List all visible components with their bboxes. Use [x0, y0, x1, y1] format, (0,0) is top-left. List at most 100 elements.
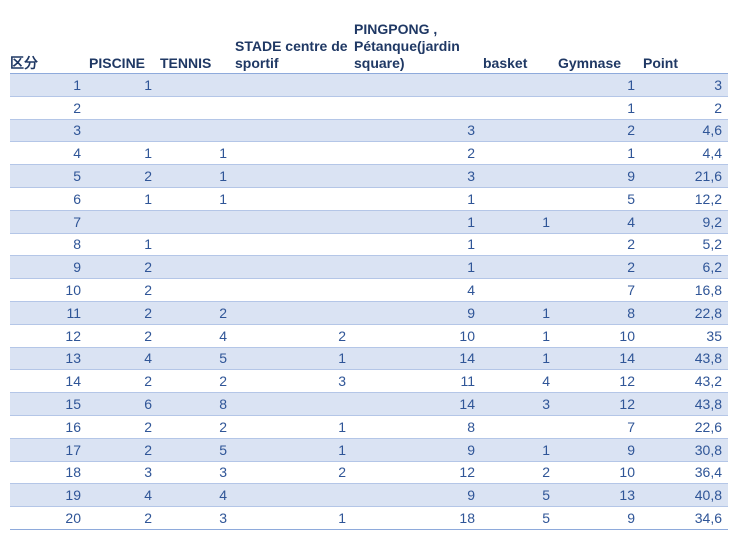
header-district: 区分	[10, 2, 87, 74]
table-row: 14 2 2 3 11 4 12 43,2	[10, 369, 728, 394]
tennis-cell	[158, 255, 233, 280]
piscine-cell: 2	[87, 301, 158, 325]
gymnase-cell: 14	[556, 347, 641, 371]
pingpong-petanque-cell: 4	[352, 278, 481, 302]
gymnase-cell: 4	[556, 210, 641, 234]
table-row: 12 2 4 2 10 1 10 35	[10, 324, 728, 348]
tennis-cell: 3	[158, 506, 233, 530]
basket-cell: 5	[481, 506, 556, 530]
facilities-points-table: 区分 PISCINE TENNIS STADE centre de sporti…	[10, 2, 728, 530]
stade-cell: 2	[233, 461, 352, 485]
gymnase-cell: 7	[556, 415, 641, 439]
point-cell: 35	[641, 324, 728, 348]
basket-cell: 1	[481, 210, 556, 234]
district-cell: 10	[10, 278, 87, 302]
point-cell: 30,8	[641, 438, 728, 462]
pingpong-petanque-cell: 1	[352, 187, 481, 211]
basket-cell: 1	[481, 438, 556, 462]
piscine-cell: 1	[87, 141, 158, 166]
tennis-cell	[158, 73, 233, 97]
piscine-cell: 2	[87, 255, 158, 280]
gymnase-cell: 5	[556, 187, 641, 211]
tennis-cell: 2	[158, 369, 233, 394]
table-row: 5 2 1 3 9 21,6	[10, 164, 728, 188]
table-row: 16 2 2 1 8 7 22,6	[10, 415, 728, 439]
basket-cell	[481, 119, 556, 143]
district-cell: 15	[10, 392, 87, 416]
pingpong-petanque-cell: 12	[352, 461, 481, 485]
district-cell: 6	[10, 187, 87, 211]
tennis-cell: 3	[158, 461, 233, 485]
stade-cell	[233, 483, 352, 508]
gymnase-cell: 10	[556, 461, 641, 485]
stade-cell	[233, 255, 352, 280]
basket-cell	[481, 164, 556, 188]
header-tennis: TENNIS	[158, 2, 233, 74]
tennis-cell	[158, 119, 233, 143]
table-row: 18 3 3 2 12 2 10 36,4	[10, 461, 728, 485]
point-cell: 4,4	[641, 141, 728, 166]
pingpong-petanque-cell: 9	[352, 301, 481, 325]
point-cell: 22,8	[641, 301, 728, 325]
stade-cell	[233, 96, 352, 120]
basket-cell	[481, 73, 556, 97]
basket-cell: 1	[481, 324, 556, 348]
gymnase-cell: 8	[556, 301, 641, 325]
tennis-cell: 4	[158, 324, 233, 348]
district-cell: 20	[10, 506, 87, 530]
piscine-cell: 2	[87, 324, 158, 348]
district-cell: 19	[10, 483, 87, 508]
stade-cell	[233, 187, 352, 211]
gymnase-cell: 2	[556, 233, 641, 257]
pingpong-petanque-cell: 3	[352, 164, 481, 188]
pingpong-petanque-cell: 14	[352, 392, 481, 416]
point-cell: 6,2	[641, 255, 728, 280]
stade-cell	[233, 301, 352, 325]
tennis-cell: 1	[158, 141, 233, 166]
header-basket: basket	[481, 2, 556, 74]
stade-cell	[233, 392, 352, 416]
basket-cell: 3	[481, 392, 556, 416]
tennis-cell	[158, 278, 233, 302]
point-cell: 16,8	[641, 278, 728, 302]
stade-cell: 1	[233, 506, 352, 530]
basket-cell: 1	[481, 347, 556, 371]
basket-cell	[481, 233, 556, 257]
pingpong-petanque-cell: 18	[352, 506, 481, 530]
table-row: 10 2 4 7 16,8	[10, 278, 728, 302]
piscine-cell	[87, 210, 158, 234]
table-row: 8 1 1 2 5,2	[10, 233, 728, 257]
tennis-cell: 4	[158, 483, 233, 508]
point-cell: 22,6	[641, 415, 728, 439]
district-cell: 3	[10, 119, 87, 143]
district-cell: 4	[10, 141, 87, 166]
gymnase-cell: 9	[556, 164, 641, 188]
basket-cell: 1	[481, 301, 556, 325]
tennis-cell: 8	[158, 392, 233, 416]
stade-cell	[233, 73, 352, 97]
pingpong-petanque-cell: 1	[352, 233, 481, 257]
district-cell: 7	[10, 210, 87, 234]
basket-cell	[481, 96, 556, 120]
table-row: 17 2 5 1 9 1 9 30,8	[10, 438, 728, 462]
tennis-cell: 1	[158, 187, 233, 211]
point-cell: 3	[641, 73, 728, 97]
piscine-cell	[87, 96, 158, 120]
header-piscine: PISCINE	[87, 2, 158, 74]
gymnase-cell: 7	[556, 278, 641, 302]
basket-cell	[481, 415, 556, 439]
table-row: 7 1 1 4 9,2	[10, 210, 728, 234]
district-cell: 9	[10, 255, 87, 280]
piscine-cell: 1	[87, 233, 158, 257]
piscine-cell: 6	[87, 392, 158, 416]
piscine-cell: 1	[87, 187, 158, 211]
table-row: 4 1 1 2 1 4,4	[10, 141, 728, 166]
header-point: Point	[641, 2, 728, 74]
piscine-cell: 4	[87, 347, 158, 371]
pingpong-petanque-cell: 9	[352, 483, 481, 508]
piscine-cell: 2	[87, 438, 158, 462]
point-cell: 21,6	[641, 164, 728, 188]
pingpong-petanque-cell	[352, 73, 481, 97]
point-cell: 12,2	[641, 187, 728, 211]
